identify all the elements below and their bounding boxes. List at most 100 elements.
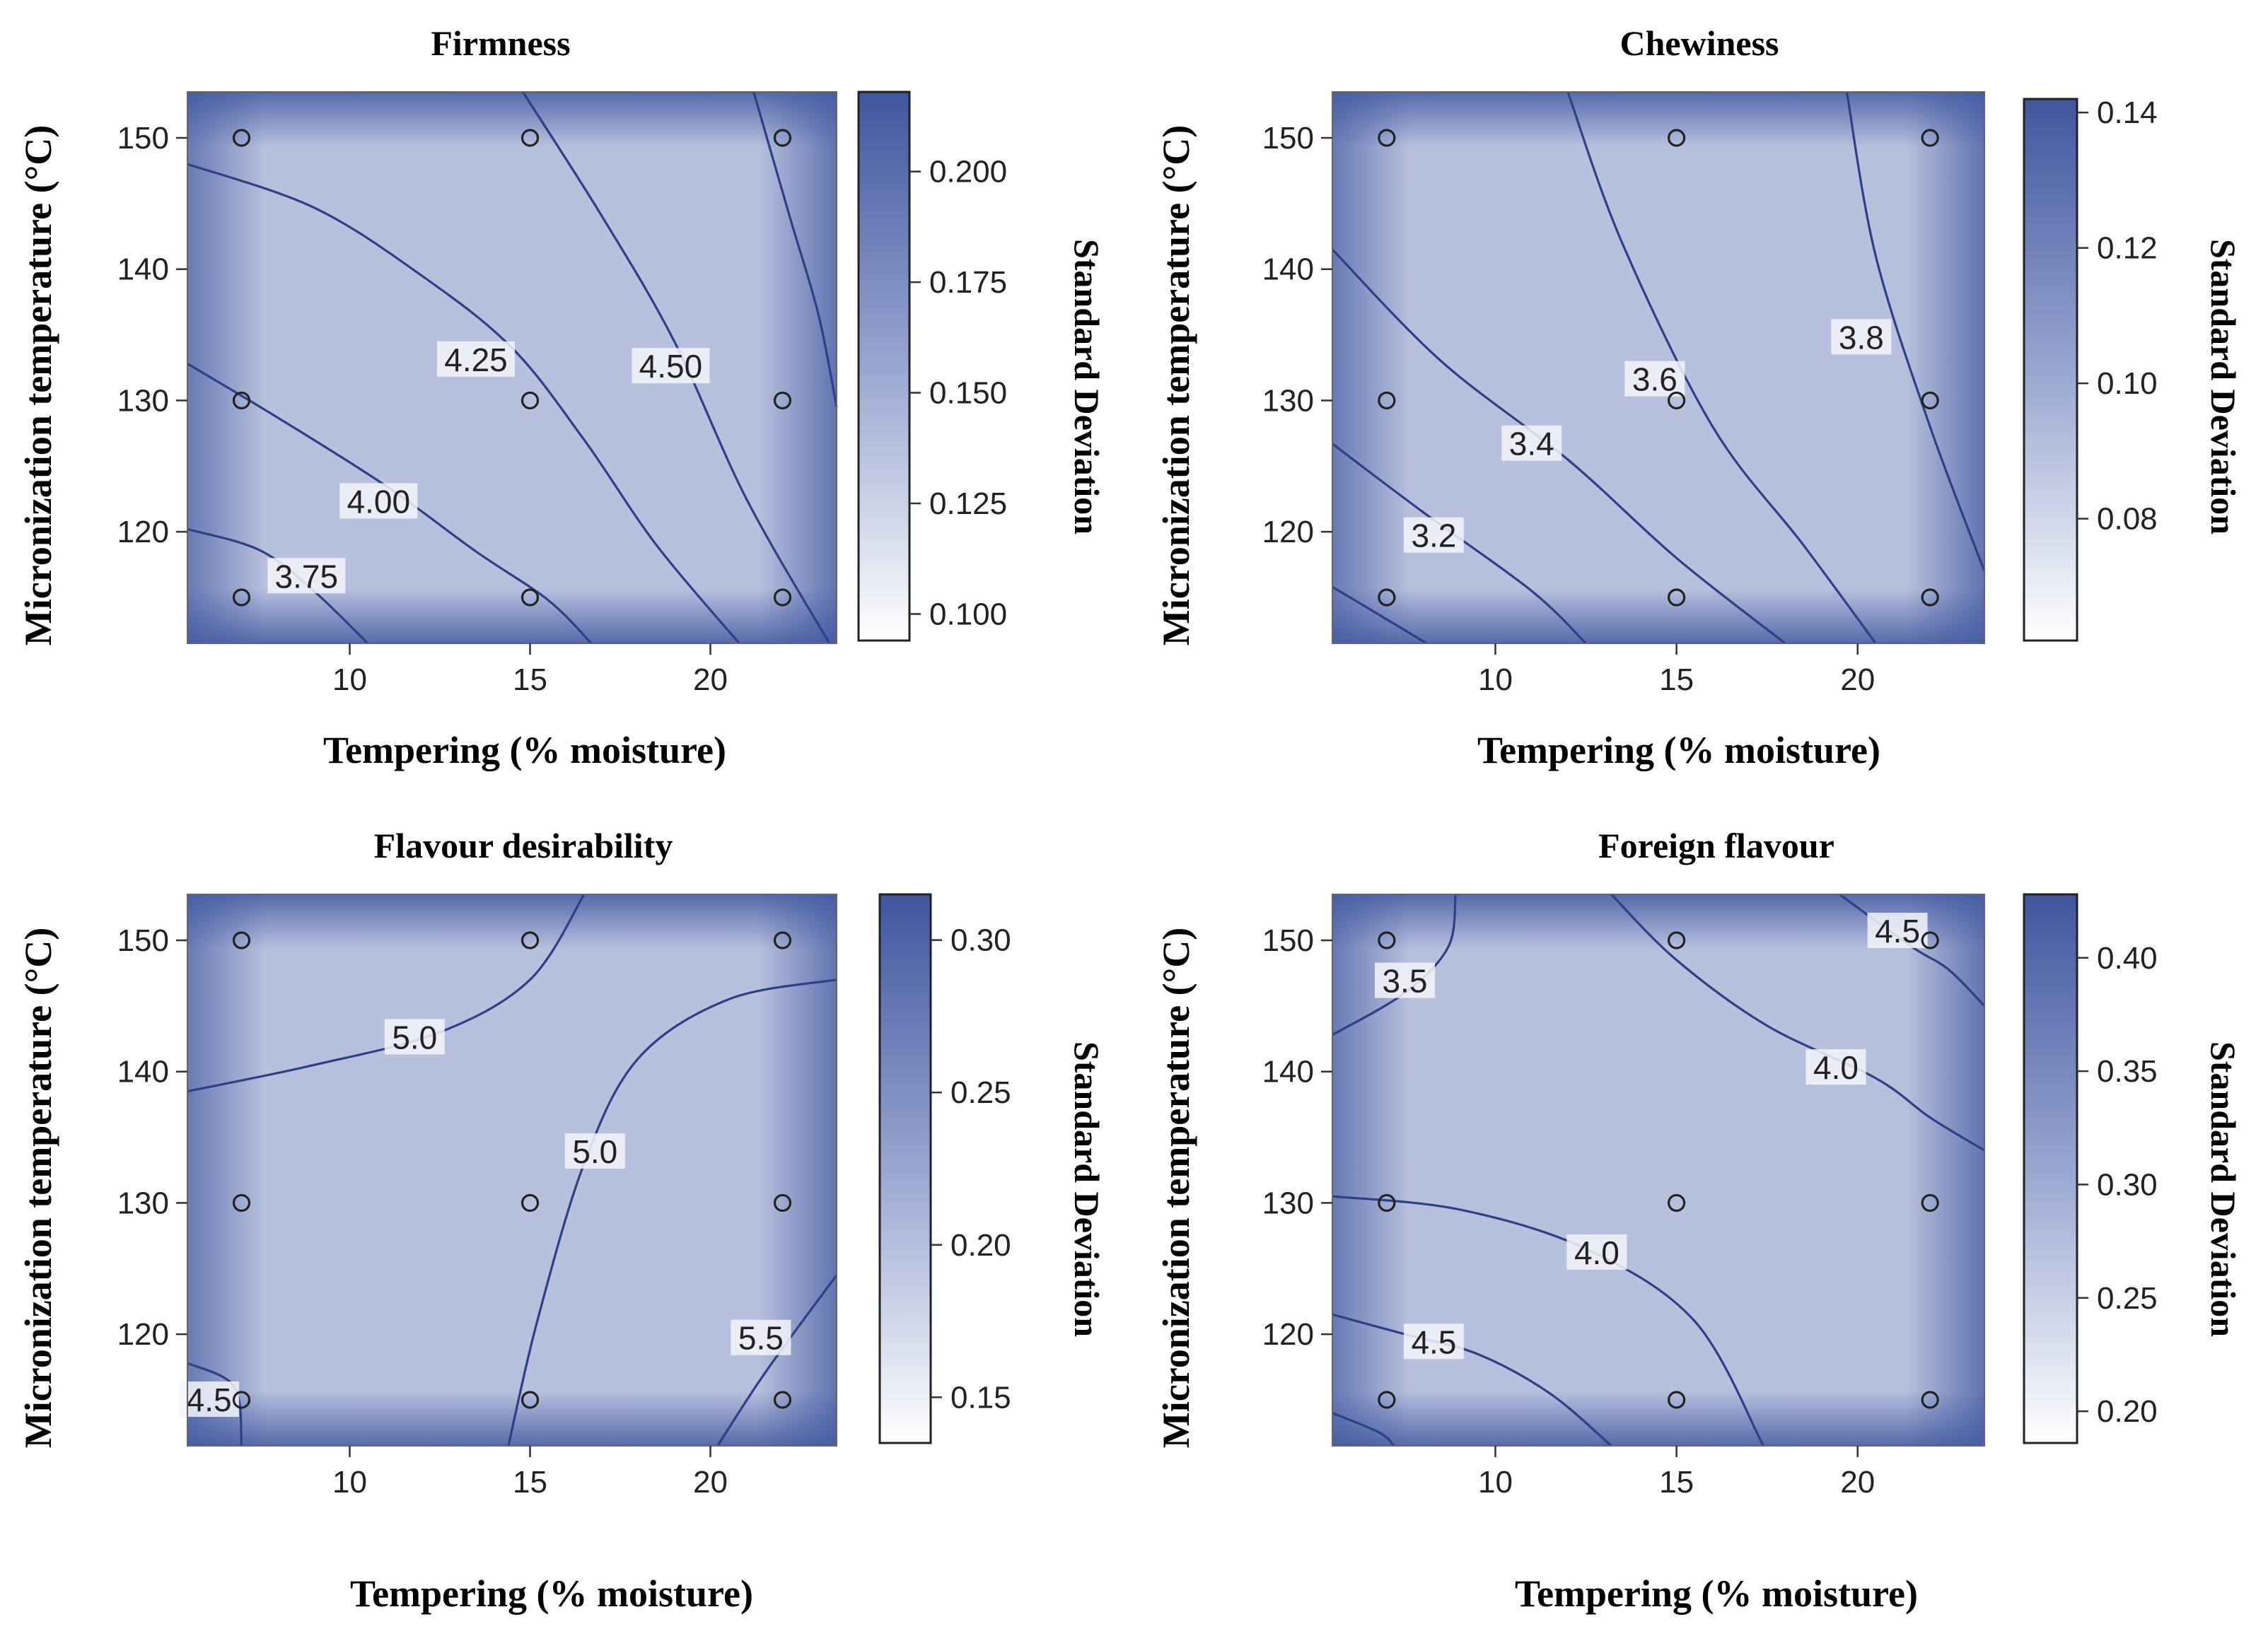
y-tick-label: 130	[1262, 383, 1314, 418]
design-point-marker	[773, 931, 792, 950]
x-tick-label: 10	[1478, 662, 1513, 697]
contour-level-label: 4.25	[444, 341, 508, 378]
contour-label-halo	[1831, 319, 1892, 355]
contour-line	[752, 91, 838, 408]
colorbar-tick-label: 0.200	[929, 155, 1007, 189]
colorbar	[880, 894, 931, 1443]
contour-plot: 3.5 4.0 4.5 4.0 4.5 10 15 20 120 130 140 150 0.20 0.2…	[1262, 893, 2158, 1500]
contour-label-halo	[731, 1319, 791, 1355]
x-tick-label: 15	[513, 662, 547, 697]
contour-line	[1610, 893, 1985, 1152]
y-tick-label: 130	[117, 1186, 169, 1220]
contour-level-label: 5.0	[392, 1019, 437, 1056]
contour-label-halo	[267, 558, 346, 594]
design-point-marker	[232, 931, 251, 950]
contour-line	[716, 1274, 838, 1447]
design-point-marker	[1378, 1391, 1396, 1409]
y-tick-label: 140	[1262, 1055, 1314, 1089]
colorbar-tick-label: 0.12	[2097, 231, 2158, 266]
colorbar-tick-label: 0.10	[2097, 366, 2158, 401]
contour-label-halo	[437, 341, 515, 377]
contour-line	[1845, 91, 1986, 572]
design-point-marker	[1378, 588, 1396, 607]
contour-level-label: 5.5	[738, 1320, 784, 1357]
contour-label-halo	[1403, 1324, 1464, 1360]
colorbar-tick-label: 0.20	[950, 1228, 1011, 1263]
contour-level-label: 4.5	[1875, 913, 1920, 950]
contour-label-halo	[1374, 962, 1435, 998]
contour-label-halo	[1624, 361, 1685, 397]
contour-level-label: 4.0	[1574, 1234, 1619, 1271]
colorbar-tick-label: 0.25	[2097, 1281, 2158, 1316]
x-tick-label: 15	[1659, 1465, 1694, 1500]
contour-plot: 5.0 5.0 4.5 5.5 10 15 20 120 130 140 150 0.15 0.20 0.…	[117, 893, 1011, 1500]
contour-label-halo	[1805, 1049, 1866, 1085]
colorbar-tick-label: 0.30	[2097, 1167, 2158, 1202]
panel-title: Chewiness	[1619, 23, 1779, 63]
design-point-marker	[521, 391, 540, 410]
y-tick-label: 120	[117, 515, 169, 549]
y-tick-label: 140	[117, 1055, 169, 1089]
y-tick-label: 150	[1262, 923, 1314, 958]
design-point-marker	[1921, 1193, 1939, 1213]
design-point-marker	[1921, 391, 1939, 410]
design-point-marker	[1668, 1193, 1686, 1213]
x-tick-label: 10	[332, 1465, 367, 1500]
design-point-marker	[1668, 588, 1686, 607]
colorbar-tick-label: 0.175	[929, 265, 1007, 300]
colorbar-frame	[2023, 98, 2078, 642]
design-point-marker	[1668, 129, 1686, 147]
contour-line	[1331, 248, 1786, 645]
y-axis-title: Micronization temperature (°C)	[1155, 125, 1197, 645]
colorbar	[859, 92, 909, 641]
colorbar	[2024, 99, 2077, 641]
contour-plot: 3.2 3.4 3.6 3.8 10 15 20 120 130 140 150 0.08 0.10 0.…	[1262, 91, 2158, 697]
design-point-marker	[521, 1193, 540, 1213]
x-tick-label: 20	[693, 662, 728, 697]
colorbar-tick-label: 0.15	[950, 1380, 1011, 1415]
x-tick-label: 20	[693, 1465, 728, 1500]
plot-frame	[1332, 91, 1985, 644]
colorbar-title: Standard Deviation	[2204, 239, 2243, 534]
design-point-marker	[1921, 1391, 1939, 1409]
panel-title: Flavour desirability	[374, 826, 673, 865]
x-tick-label: 20	[1840, 662, 1875, 697]
colorbar-tick-label: 0.40	[2097, 941, 2158, 976]
contour-line	[1332, 585, 1428, 645]
colorbar-frame	[878, 893, 932, 1444]
y-tick-label: 130	[117, 383, 169, 418]
design-point-marker	[1378, 129, 1396, 147]
colorbar-frame	[857, 90, 911, 642]
flavour-desirability-panel: Flavour desirability 5.0 5.0 4.5 5.5 10 15 20 1…	[17, 826, 1107, 1615]
contour-line	[507, 978, 837, 1447]
x-axis-title: Tempering (% moisture)	[1515, 1572, 1918, 1615]
design-point-marker	[232, 129, 251, 147]
y-tick-label: 150	[1262, 121, 1314, 156]
colorbar-tick-label: 0.35	[2097, 1054, 2158, 1089]
y-tick-label: 140	[117, 252, 169, 287]
x-tick-label: 20	[1840, 1465, 1875, 1500]
design-point-marker	[773, 391, 792, 410]
colorbar-tick-label: 0.100	[929, 597, 1007, 631]
contour-label-halo	[1501, 425, 1562, 461]
y-tick-label: 120	[1262, 515, 1314, 549]
design-point-marker	[521, 1391, 540, 1409]
design-point-marker	[232, 588, 251, 607]
colorbar-tick-label: 0.25	[950, 1075, 1011, 1110]
sd-shading-horizontal	[187, 894, 837, 1446]
x-tick-label: 10	[332, 662, 367, 697]
contour-label-halo	[179, 1381, 240, 1417]
y-tick-label: 120	[1262, 1317, 1314, 1352]
contour-line	[1332, 1313, 1612, 1447]
firmness-panel: Firmness 3.75 4.00 4.25 4.50 10 15 20 120 130 140…	[17, 23, 1107, 771]
design-point-marker	[1921, 931, 1939, 950]
contour-line	[1332, 443, 1587, 645]
design-point-marker	[1378, 931, 1396, 950]
design-point-marker	[1668, 931, 1686, 950]
x-axis-title: Tempering (% moisture)	[323, 729, 726, 771]
design-point-marker	[1668, 391, 1686, 410]
design-point-marker	[232, 391, 251, 410]
contour-label-halo	[1867, 913, 1928, 948]
y-tick-label: 130	[1262, 1186, 1314, 1220]
design-point-marker	[773, 588, 792, 607]
